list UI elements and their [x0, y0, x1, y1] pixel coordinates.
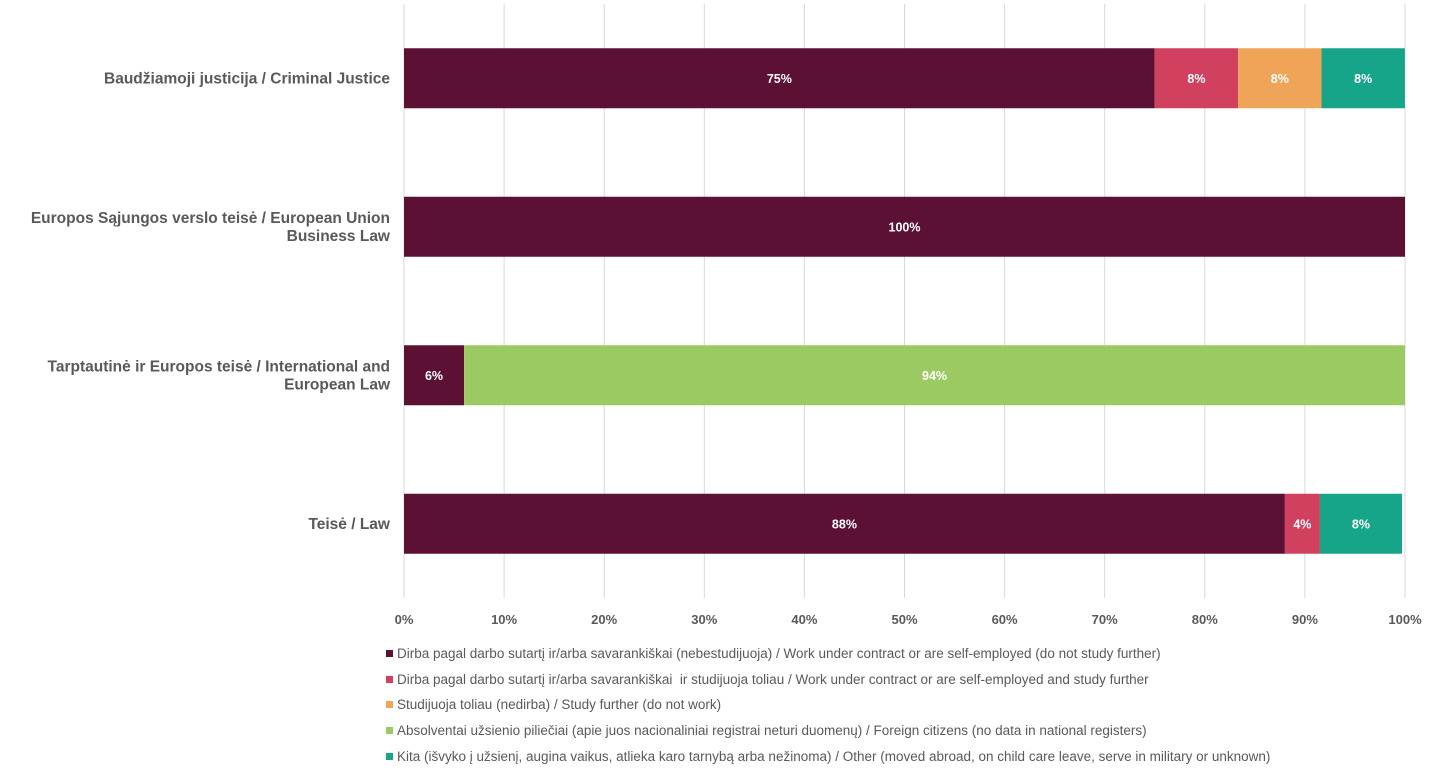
legend-label: Absolventai užsienio piliečiai (apie juo…	[397, 723, 1147, 739]
x-tick-label: 50%	[891, 612, 917, 627]
legend-swatch	[386, 650, 393, 658]
data-label: 8%	[1187, 72, 1205, 86]
category-label: Tarptautinė ir Europos teisė / Internati…	[48, 358, 391, 393]
bar-segment	[1154, 48, 1239, 109]
category-label: Baudžiamoji justicija / Criminal Justice	[104, 70, 390, 87]
data-label: 8%	[1354, 72, 1372, 86]
bar-segment	[1319, 493, 1402, 554]
x-tick-label: 30%	[691, 612, 717, 627]
legend: Dirba pagal darbo sutartį ir/arba savara…	[386, 641, 1270, 769]
x-tick-label: 100%	[1388, 612, 1422, 627]
category-labels: Baudžiamoji justicija / Criminal Justice…	[31, 70, 391, 533]
x-axis-ticks: 0% 10% 20% 30% 40% 50% 60% 70% 80% 90% 100%	[395, 612, 1422, 627]
bar-segment	[404, 493, 1285, 554]
x-tick-label: 40%	[791, 612, 817, 627]
data-label: 4%	[1293, 517, 1311, 531]
legend-item: Dirba pagal darbo sutartį ir/arba savara…	[386, 641, 1270, 667]
x-tick-label: 0%	[395, 612, 414, 627]
bar-segment	[404, 48, 1155, 109]
bar-segment	[404, 196, 1405, 257]
stacked-bar-chart: 75% 8% 8% 8% 100% 6% 94% 88% 4% 8% Baudžiamoji ju…	[31, 4, 1422, 627]
x-tick-label: 90%	[1292, 612, 1318, 627]
x-tick-label: 60%	[992, 612, 1018, 627]
bar-segment	[464, 345, 1405, 406]
data-label: 8%	[1271, 72, 1289, 86]
bar-segment	[1284, 493, 1320, 554]
legend-label: Studijuoja toliau (nedirba) / Study furt…	[397, 697, 722, 713]
data-label: 8%	[1352, 517, 1370, 531]
data-label: 100%	[889, 220, 921, 234]
legend-swatch	[386, 675, 393, 683]
x-tick-label: 70%	[1092, 612, 1118, 627]
legend-label: Dirba pagal darbo sutartį ir/arba savara…	[397, 646, 1161, 662]
data-label: 88%	[832, 517, 857, 531]
legend-swatch	[386, 701, 393, 709]
legend-swatch	[386, 727, 393, 735]
data-label: 6%	[425, 369, 443, 383]
bars	[404, 48, 1405, 554]
x-tick-label: 80%	[1192, 612, 1218, 627]
legend-item: Studijuoja toliau (nedirba) / Study furt…	[386, 692, 1270, 718]
legend-item: Absolventai užsienio piliečiai (apie juo…	[386, 718, 1270, 744]
legend-label: Kita (išvyko į užsienį, augina vaikus, a…	[397, 748, 1271, 764]
bar-segment	[1321, 48, 1405, 109]
bar-segment	[404, 345, 465, 406]
data-labels: 75% 8% 8% 8% 100% 6% 94% 88% 4% 8%	[425, 72, 1372, 532]
legend-swatch	[386, 752, 393, 760]
category-label: Europos Sąjungos verslo teisė / European…	[31, 210, 391, 245]
data-label: 75%	[767, 72, 792, 86]
x-tick-label: 20%	[591, 612, 617, 627]
legend-item: Kita (išvyko į užsienį, augina vaikus, a…	[386, 743, 1270, 769]
bar-segment	[1238, 48, 1322, 109]
legend-item: Dirba pagal darbo sutartį ir/arba savara…	[386, 667, 1270, 693]
category-label: Teisė / Law	[308, 516, 390, 533]
data-label: 94%	[922, 369, 947, 383]
legend-label: Dirba pagal darbo sutartį ir/arba savara…	[397, 671, 1149, 687]
x-tick-label: 10%	[491, 612, 517, 627]
